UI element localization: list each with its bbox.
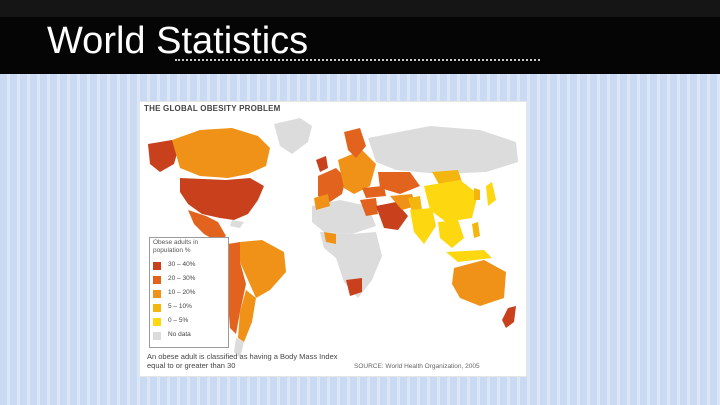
legend-title: Obese adults in population %: [153, 239, 199, 254]
region-west-africa: [324, 232, 336, 244]
legend-label: 5 – 10%: [168, 303, 192, 310]
figure-heading: THE GLOBAL OBESITY PROBLEM: [144, 104, 281, 113]
legend-label: 20 – 30%: [168, 275, 196, 282]
region-greenland: [274, 118, 312, 154]
region-china: [424, 180, 478, 222]
region-andes: [224, 242, 246, 334]
region-egypt: [360, 198, 378, 216]
region-argentina: [238, 290, 256, 342]
slide-title: World Statistics: [47, 20, 309, 62]
region-uk: [316, 156, 328, 172]
region-europe-west: [318, 168, 346, 202]
region-japan: [486, 182, 496, 206]
figure-footnote: An obese adult is classified as having a…: [147, 352, 338, 370]
region-mexico: [188, 210, 226, 242]
legend-label: 0 – 5%: [168, 317, 189, 324]
region-north-africa: [312, 200, 376, 234]
zigzag-edge: [0, 70, 720, 79]
region-india: [410, 208, 436, 244]
region-arabia: [376, 202, 408, 230]
legend-swatch: [153, 262, 161, 270]
region-russia: [368, 126, 518, 174]
legend-label: 30 – 40%: [168, 261, 196, 268]
region-usa: [180, 178, 264, 220]
legend-swatch: [153, 304, 161, 312]
region-korea: [474, 188, 480, 200]
region-brazil: [240, 240, 286, 298]
region-central-asia: [378, 172, 420, 194]
figure-source: SOURCE: World Health Organization, 2005: [354, 363, 480, 370]
title-underline: [175, 59, 540, 61]
title-band-top-strip: [0, 0, 720, 17]
region-indonesia: [446, 250, 492, 262]
region-south-africa: [346, 278, 362, 296]
region-alaska: [148, 140, 178, 172]
legend-swatch: [153, 290, 161, 298]
obesity-map-figure: THE GLOBAL OBESITY PROBLEM Obese adults …: [139, 101, 527, 377]
region-europe-central: [338, 150, 376, 194]
region-new-zealand: [502, 306, 516, 328]
region-southeast-asia: [438, 220, 464, 248]
region-philippines: [472, 222, 480, 238]
legend-label: No data: [168, 331, 191, 338]
legend-swatch: [153, 318, 161, 326]
region-australia: [452, 260, 506, 306]
region-canada: [172, 128, 270, 178]
legend-swatch: [153, 332, 161, 340]
region-caribbean: [230, 220, 244, 228]
region-africa: [320, 232, 382, 298]
region-sa-nodata: [234, 338, 244, 358]
region-turkey: [362, 186, 386, 198]
region-pakistan: [408, 196, 422, 212]
legend-swatch: [153, 276, 161, 284]
world-map: [148, 118, 518, 358]
region-scandinavia: [344, 128, 366, 158]
map-legend: Obese adults in population % 30 – 40% 20…: [149, 237, 229, 348]
region-morocco: [314, 194, 330, 210]
title-band: World Statistics: [0, 0, 720, 80]
legend-label: 10 – 20%: [168, 289, 196, 296]
